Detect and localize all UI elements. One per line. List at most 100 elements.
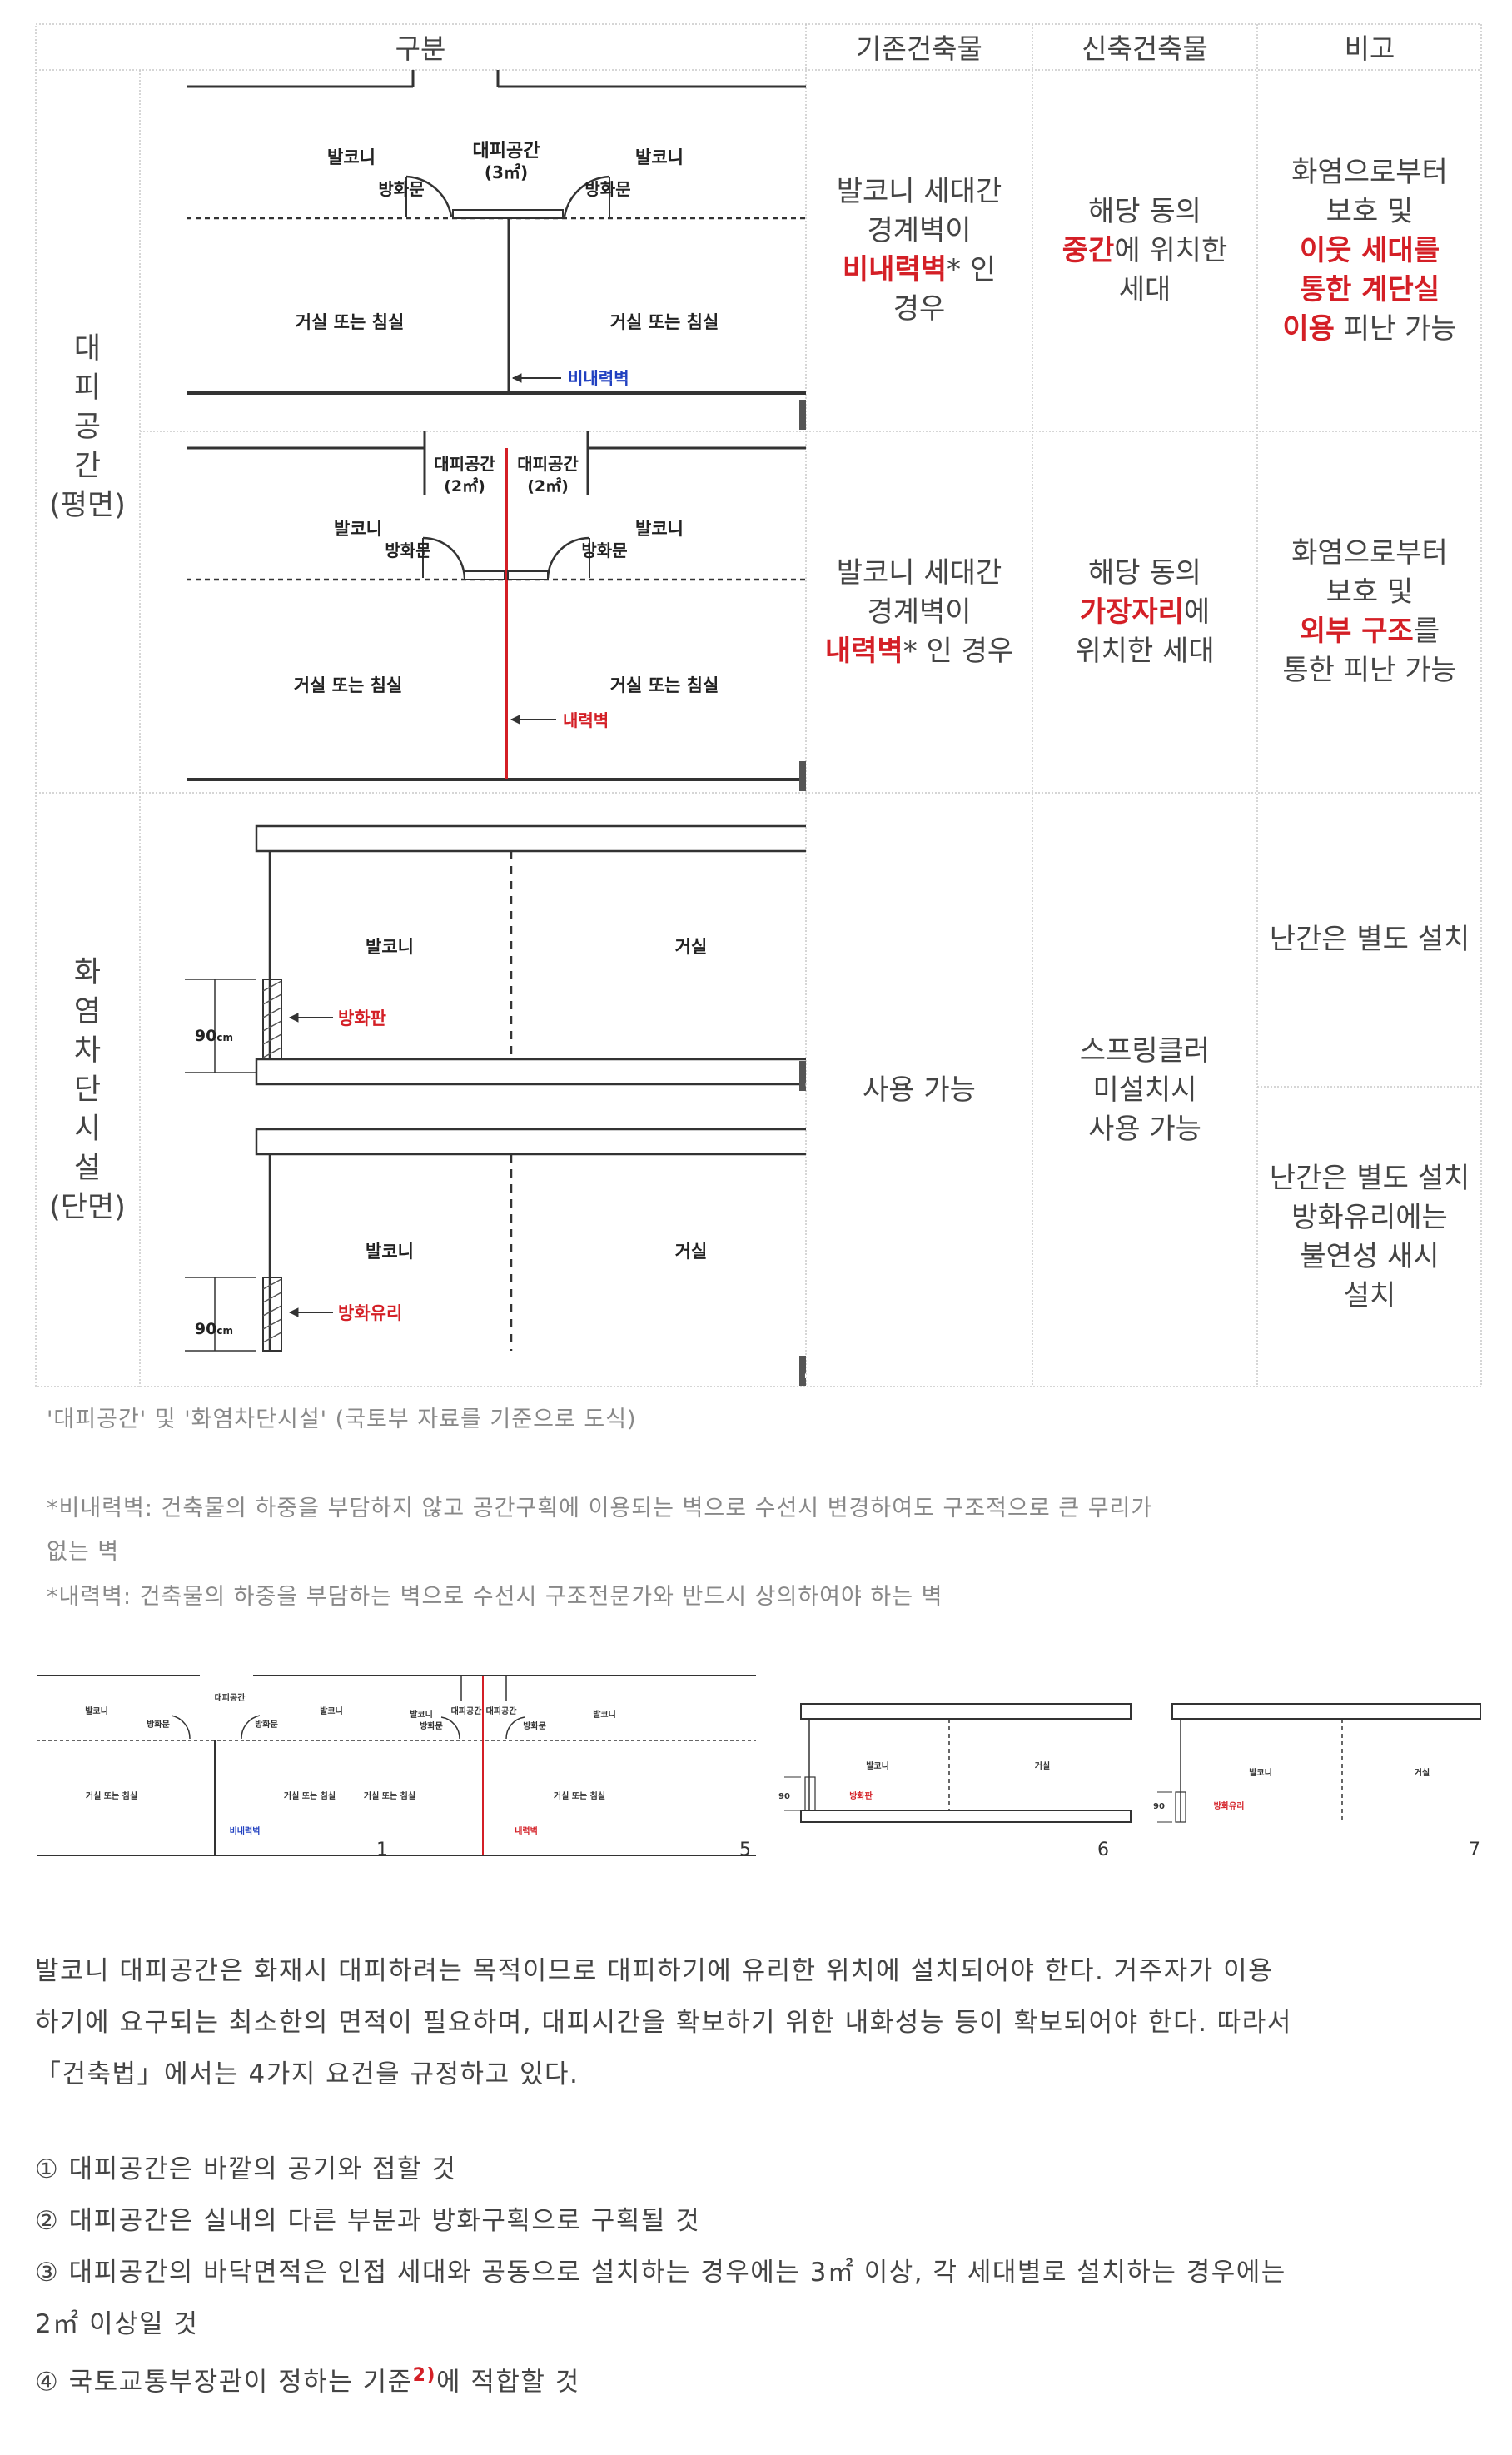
row34-new: 스프링클러 미설치시 사용 가능: [1079, 1033, 1211, 1146]
label-room-right: 거실 또는 침실: [610, 312, 719, 332]
list-item-3: ③ 대피공간의 바닥면적은 인접 세대와 공동으로 설치하는 경우에는 3㎡ 이…: [35, 2258, 1286, 2288]
label-balcony-left: 발코니: [327, 147, 376, 167]
thumb5-shelter-left: 대피공간: [451, 1706, 483, 1716]
body-paragraph-line-3: 「건축법」에서는 4가지 요건을 규정하고 있다.: [35, 2059, 579, 2089]
label-shelter-left: 대피공간: [434, 454, 495, 474]
diagram-section-fire-plate: 발코니 거실 90cm 방화판 3: [185, 824, 806, 1093]
badge-1-number: 1: [804, 403, 806, 431]
diagram-plan-bearing: 발코니 발코니 방화문 방화문 대피공간 대피공간 (2㎡) (2㎡) 거실 또…: [187, 431, 806, 793]
thumb7-height: 90: [1153, 1802, 1165, 1811]
label-room-left: 거실 또는 침실: [296, 312, 405, 332]
note-bearing: *내력벽: 건축물의 하중을 부담하는 벽으로 수선시 구조전문가와 반드시 상…: [47, 1584, 943, 1610]
group-label-shelter: 대 피 공 간 (평면): [49, 332, 126, 522]
thumb6-balcony: 발코니: [866, 1760, 889, 1771]
row3-note: 난간은 별도 설치: [1269, 923, 1470, 956]
table-grid: [35, 23, 1482, 1387]
thumb1-room-left: 거실 또는 침실: [86, 1790, 137, 1801]
thumb-section-glass: [1157, 1703, 1481, 1823]
row34-existing: 사용 가능: [863, 1073, 976, 1107]
label-shelter-right: 대피공간: [517, 454, 579, 474]
row4-note: 난간은 별도 설치 방화유리에는 불연성 새시 설치: [1269, 1161, 1470, 1312]
label-shelter-area-left: (2㎡): [444, 476, 485, 495]
label-balcony: 발코니: [366, 937, 414, 957]
list-item-4: ④ 국토교통부장관이 정하는 기준2)에 적합할 것: [35, 2365, 580, 2398]
label-bearing-wall: 내력벽: [563, 710, 609, 730]
thumb7-living: 거실: [1415, 1767, 1430, 1778]
thumb-plan-nonbearing: [37, 1675, 756, 1856]
header-new: 신축건축물: [1082, 32, 1208, 65]
header-note: 비고: [1344, 32, 1395, 65]
thumb5-room-right: 거실 또는 침실: [554, 1790, 605, 1801]
diagram-plan-nonbearing: 발코니 발코니 방화문 방화문 대피공간 (3㎡) 거실 또는 침실 거실 또는…: [187, 70, 806, 431]
list-item-1: ① 대피공간은 바깥의 공기와 접할 것: [35, 2154, 457, 2184]
body-paragraph-line-2: 하기에 요구되는 최소한의 면적이 필요하며, 대피시간을 확보하기 위한 내화…: [35, 2008, 1292, 2038]
row2-existing: 발코니 세대간 경계벽이 내력벽* 인 경우: [824, 555, 1014, 668]
label-balcony: 발코니: [366, 1242, 414, 1262]
label-fire-door-right: 방화문: [584, 179, 630, 199]
row1-existing: 발코니 세대간 경계벽이 비내력벽* 인 경우: [836, 175, 1002, 326]
thumb5-balcony-left: 발코니: [410, 1709, 433, 1720]
label-fire-door-right: 방화문: [581, 540, 627, 560]
thumb1-balcony-right: 발코니: [320, 1706, 343, 1716]
body-paragraph-line-1: 발코니 대피공간은 화재시 대피하려는 목적이므로 대피하기에 유리한 위치에 …: [35, 1956, 1274, 1986]
list-item-3-cont: 2㎡ 이상일 것: [35, 2309, 199, 2339]
thumb-number-7: 7: [1469, 1840, 1480, 1860]
thumb7-balcony: 발코니: [1249, 1767, 1272, 1778]
label-room-right: 거실 또는 침실: [610, 675, 719, 695]
thumb1-nonbearing: 비내력벽: [230, 1825, 261, 1836]
thumb7-fire-glass: 방화유리: [1214, 1800, 1245, 1811]
group-label-flame-barrier: 화 염 차 단 시 설 (단면): [49, 956, 126, 1224]
label-balcony-left: 발코니: [334, 519, 382, 539]
label-nonbearing-wall: 비내력벽: [568, 368, 629, 388]
row1-note: 화염으로부터 보호 및 이웃 세대를 통한 계단실 이용 피난 가능: [1282, 155, 1457, 346]
label-living: 거실: [675, 937, 708, 957]
thumb6-height: 90: [778, 1792, 790, 1801]
thumb5-balcony-right: 발코니: [593, 1709, 616, 1720]
row2-note: 화염으로부터 보호 및 외부 구조를 통한 피난 가능: [1282, 536, 1457, 687]
thumb1-room-right: 거실 또는 침실: [284, 1790, 336, 1801]
label-height: 90cm: [195, 1027, 233, 1045]
label-balcony-right: 발코니: [635, 147, 684, 167]
thumb-number-6: 6: [1097, 1840, 1109, 1860]
table-caption: '대피공간' 및 '화염차단시설' (국토부 자료를 기준으로 도식): [47, 1407, 637, 1432]
thumb1-balcony-left: 발코니: [85, 1706, 108, 1716]
label-fire-plate: 방화판: [338, 1008, 386, 1028]
thumb5-fire-door-left: 방화문: [420, 1720, 443, 1731]
thumb1-shelter: 대피공간: [215, 1692, 246, 1703]
label-shelter-area: (3㎡): [485, 162, 528, 182]
note-nonbearing-cont: 없는 벽: [47, 1539, 120, 1565]
badge-4: [799, 1356, 806, 1386]
thumb5-shelter-right: 대피공간: [486, 1706, 518, 1716]
thumb1-fire-door-left: 방화문: [147, 1719, 170, 1730]
thumbnail-strip: 발코니 방화문 대피공간 방화문 발코니 거실 또는 침실 거실 또는 침실 비…: [37, 1675, 1481, 1860]
badge-2-number: 2: [804, 764, 806, 793]
thumb-number-1: 1: [376, 1840, 388, 1860]
thumb1-fire-door-right: 방화문: [255, 1719, 278, 1730]
thumb-number-5: 5: [739, 1840, 751, 1860]
label-fire-door-left: 방화문: [385, 540, 430, 560]
diagram-section-fire-glass: 발코니 거실 90cm 방화유리 4: [185, 1128, 806, 1387]
thumb6-fire-plate: 방화판: [849, 1790, 873, 1801]
label-shelter: 대피공간: [473, 141, 540, 162]
badge-1: [799, 400, 806, 430]
label-height: 90cm: [195, 1320, 233, 1338]
label-balcony-right: 발코니: [635, 519, 684, 539]
thumb5-bearing: 내력벽: [515, 1825, 538, 1836]
badge-3-number: 3: [804, 1064, 806, 1093]
badge-3: [799, 1061, 806, 1091]
list-item-2: ② 대피공간은 실내의 다른 부분과 방화구획으로 구획될 것: [35, 2206, 701, 2236]
thumb5-room-left: 거실 또는 침실: [364, 1790, 415, 1801]
label-fire-door-left: 방화문: [378, 179, 424, 199]
note-nonbearing: *비내력벽: 건축물의 하중을 부담하지 않고 공간구획에 이용되는 벽으로 수…: [47, 1496, 1153, 1521]
label-living: 거실: [675, 1242, 708, 1262]
label-fire-glass: 방화유리: [338, 1303, 402, 1323]
badge-2: [799, 761, 806, 791]
comparison-table: 구분 기존건축물 신축건축물 비고 대 피 공 간 (평면) 화 염 차 단 시…: [35, 23, 1482, 1387]
row1-new: 해당 동의 중간에 위치한 세대: [1062, 194, 1228, 306]
label-shelter-area-right: (2㎡): [527, 476, 569, 495]
footnote-ref[interactable]: 2): [412, 2365, 436, 2386]
thumb-section-plate: [784, 1703, 1132, 1823]
label-room-left: 거실 또는 침실: [294, 675, 403, 695]
header-category: 구분: [395, 32, 446, 65]
badge-4-number: 4: [804, 1359, 806, 1387]
